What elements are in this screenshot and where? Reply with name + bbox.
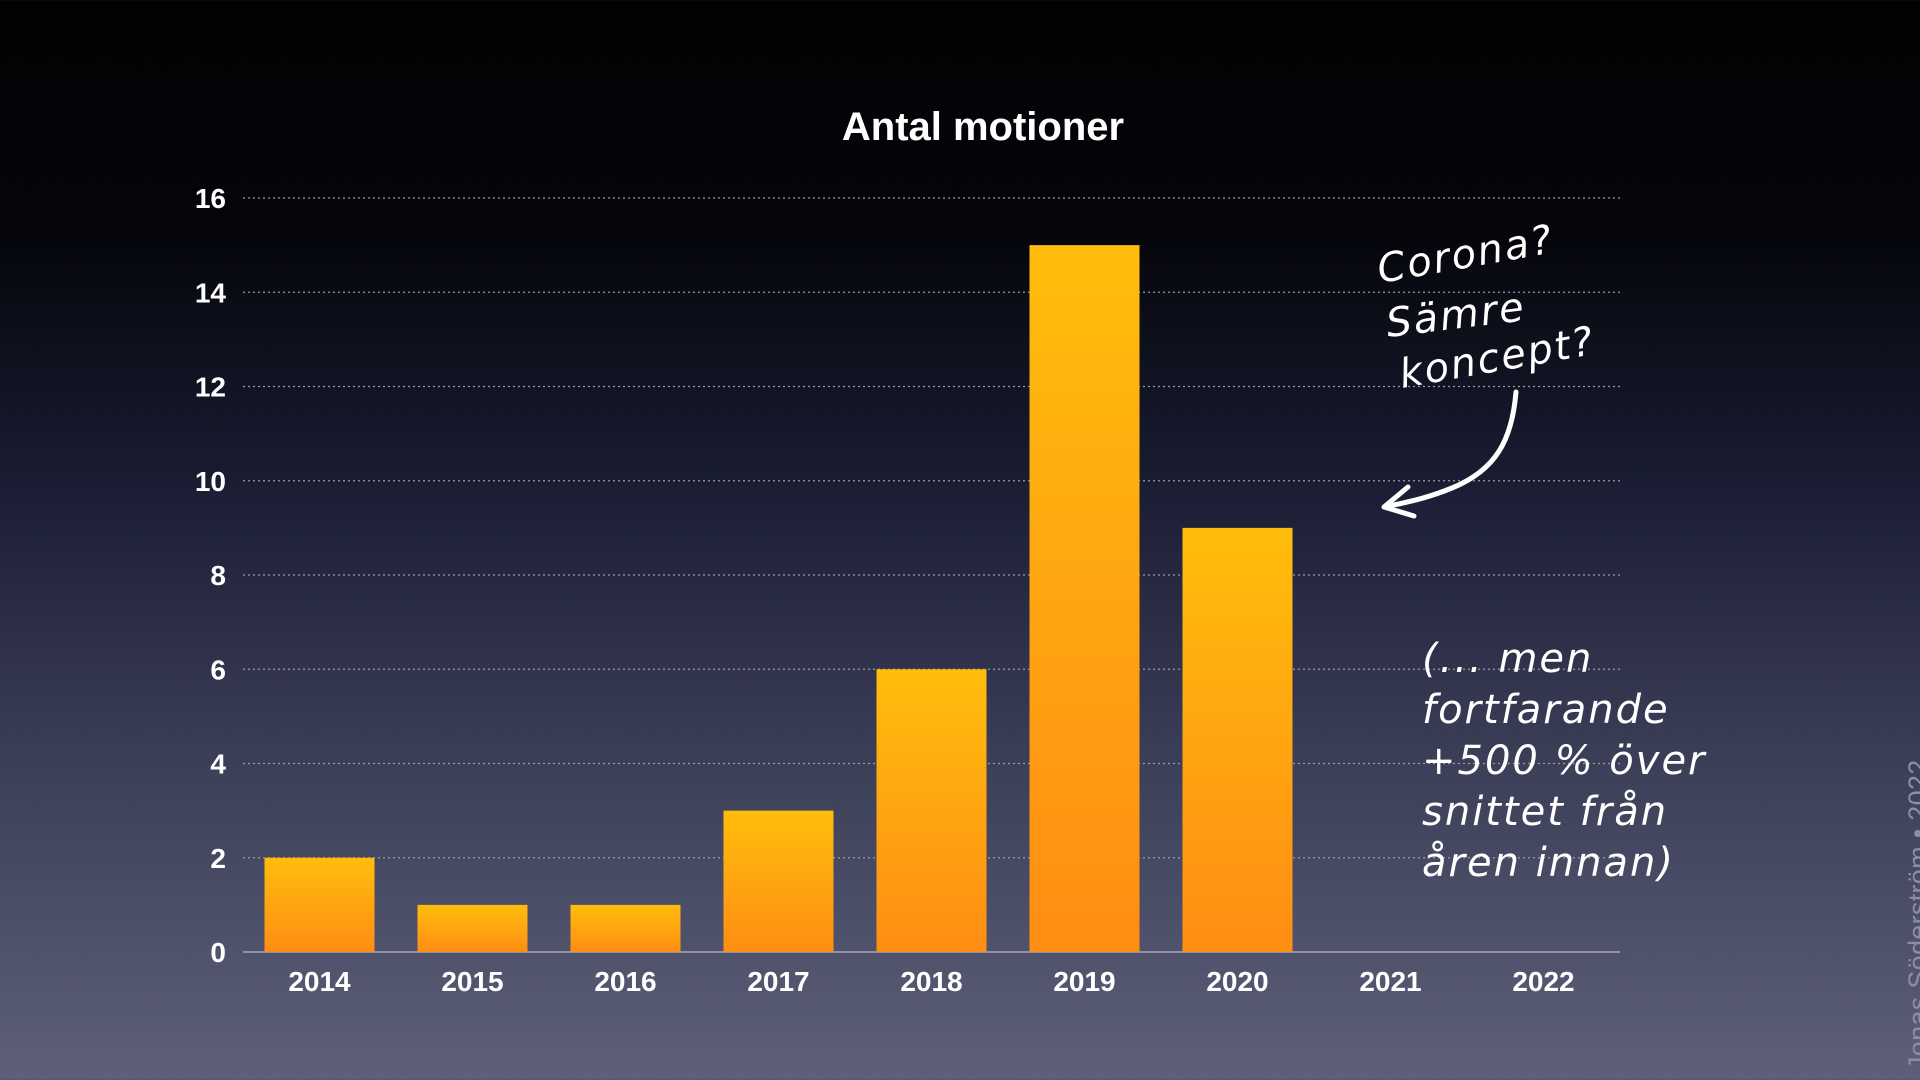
- y-tick-label: 8: [210, 560, 226, 591]
- annotation-question: Corona? Sämre koncept?: [1374, 217, 1599, 398]
- x-tick-label: 2015: [441, 966, 503, 997]
- x-axis-ticks: 2014 2015 2016 2017 2018 2019 2020 2021 2022: [288, 966, 1574, 997]
- x-tick-label: 2019: [1053, 966, 1115, 997]
- annotation-note-line-4: snittet från: [1422, 789, 1668, 835]
- annotation-question-line-1: Corona?: [1374, 217, 1558, 293]
- x-tick-label: 2016: [594, 966, 656, 997]
- bar-2014: [264, 857, 375, 952]
- annotation-note-line-2: fortfarande: [1422, 687, 1670, 733]
- chart-title: Antal motioner: [842, 105, 1124, 149]
- bar-2015: [417, 904, 528, 952]
- x-tick-label: 2020: [1206, 966, 1268, 997]
- x-tick-label: 2014: [288, 966, 351, 997]
- annotation-note-line-3: +500 % över: [1422, 738, 1707, 784]
- y-tick-label: 14: [195, 277, 227, 308]
- annotation-note-line-5: åren innan): [1422, 840, 1675, 886]
- y-tick-label: 2: [210, 843, 226, 874]
- y-tick-label: 12: [195, 372, 226, 403]
- y-axis-ticks: 0 2 4 6 8 10 12 14 16: [195, 183, 227, 968]
- bar-2019: [1029, 245, 1140, 952]
- bar-2020: [1182, 527, 1293, 952]
- bar-2017: [723, 810, 834, 952]
- bars: [264, 245, 1293, 952]
- bar-2018: [876, 669, 987, 952]
- annotation-note-line-1: (... men: [1422, 636, 1593, 682]
- x-tick-label: 2017: [747, 966, 809, 997]
- x-tick-label: 2021: [1359, 966, 1421, 997]
- author-credit: Jonas Söderström • 2022: [1903, 759, 1920, 1070]
- x-tick-label: 2018: [900, 966, 962, 997]
- y-tick-label: 16: [195, 183, 226, 214]
- y-tick-label: 4: [210, 749, 226, 780]
- y-tick-label: 10: [195, 466, 226, 497]
- annotation-note: (... men fortfarande +500 % över snittet…: [1422, 636, 1707, 886]
- x-tick-label: 2022: [1512, 966, 1574, 997]
- annotation-arrow-icon: [1381, 389, 1519, 519]
- y-tick-label: 6: [210, 654, 226, 685]
- bar-2016: [570, 904, 681, 952]
- y-tick-label: 0: [210, 937, 226, 968]
